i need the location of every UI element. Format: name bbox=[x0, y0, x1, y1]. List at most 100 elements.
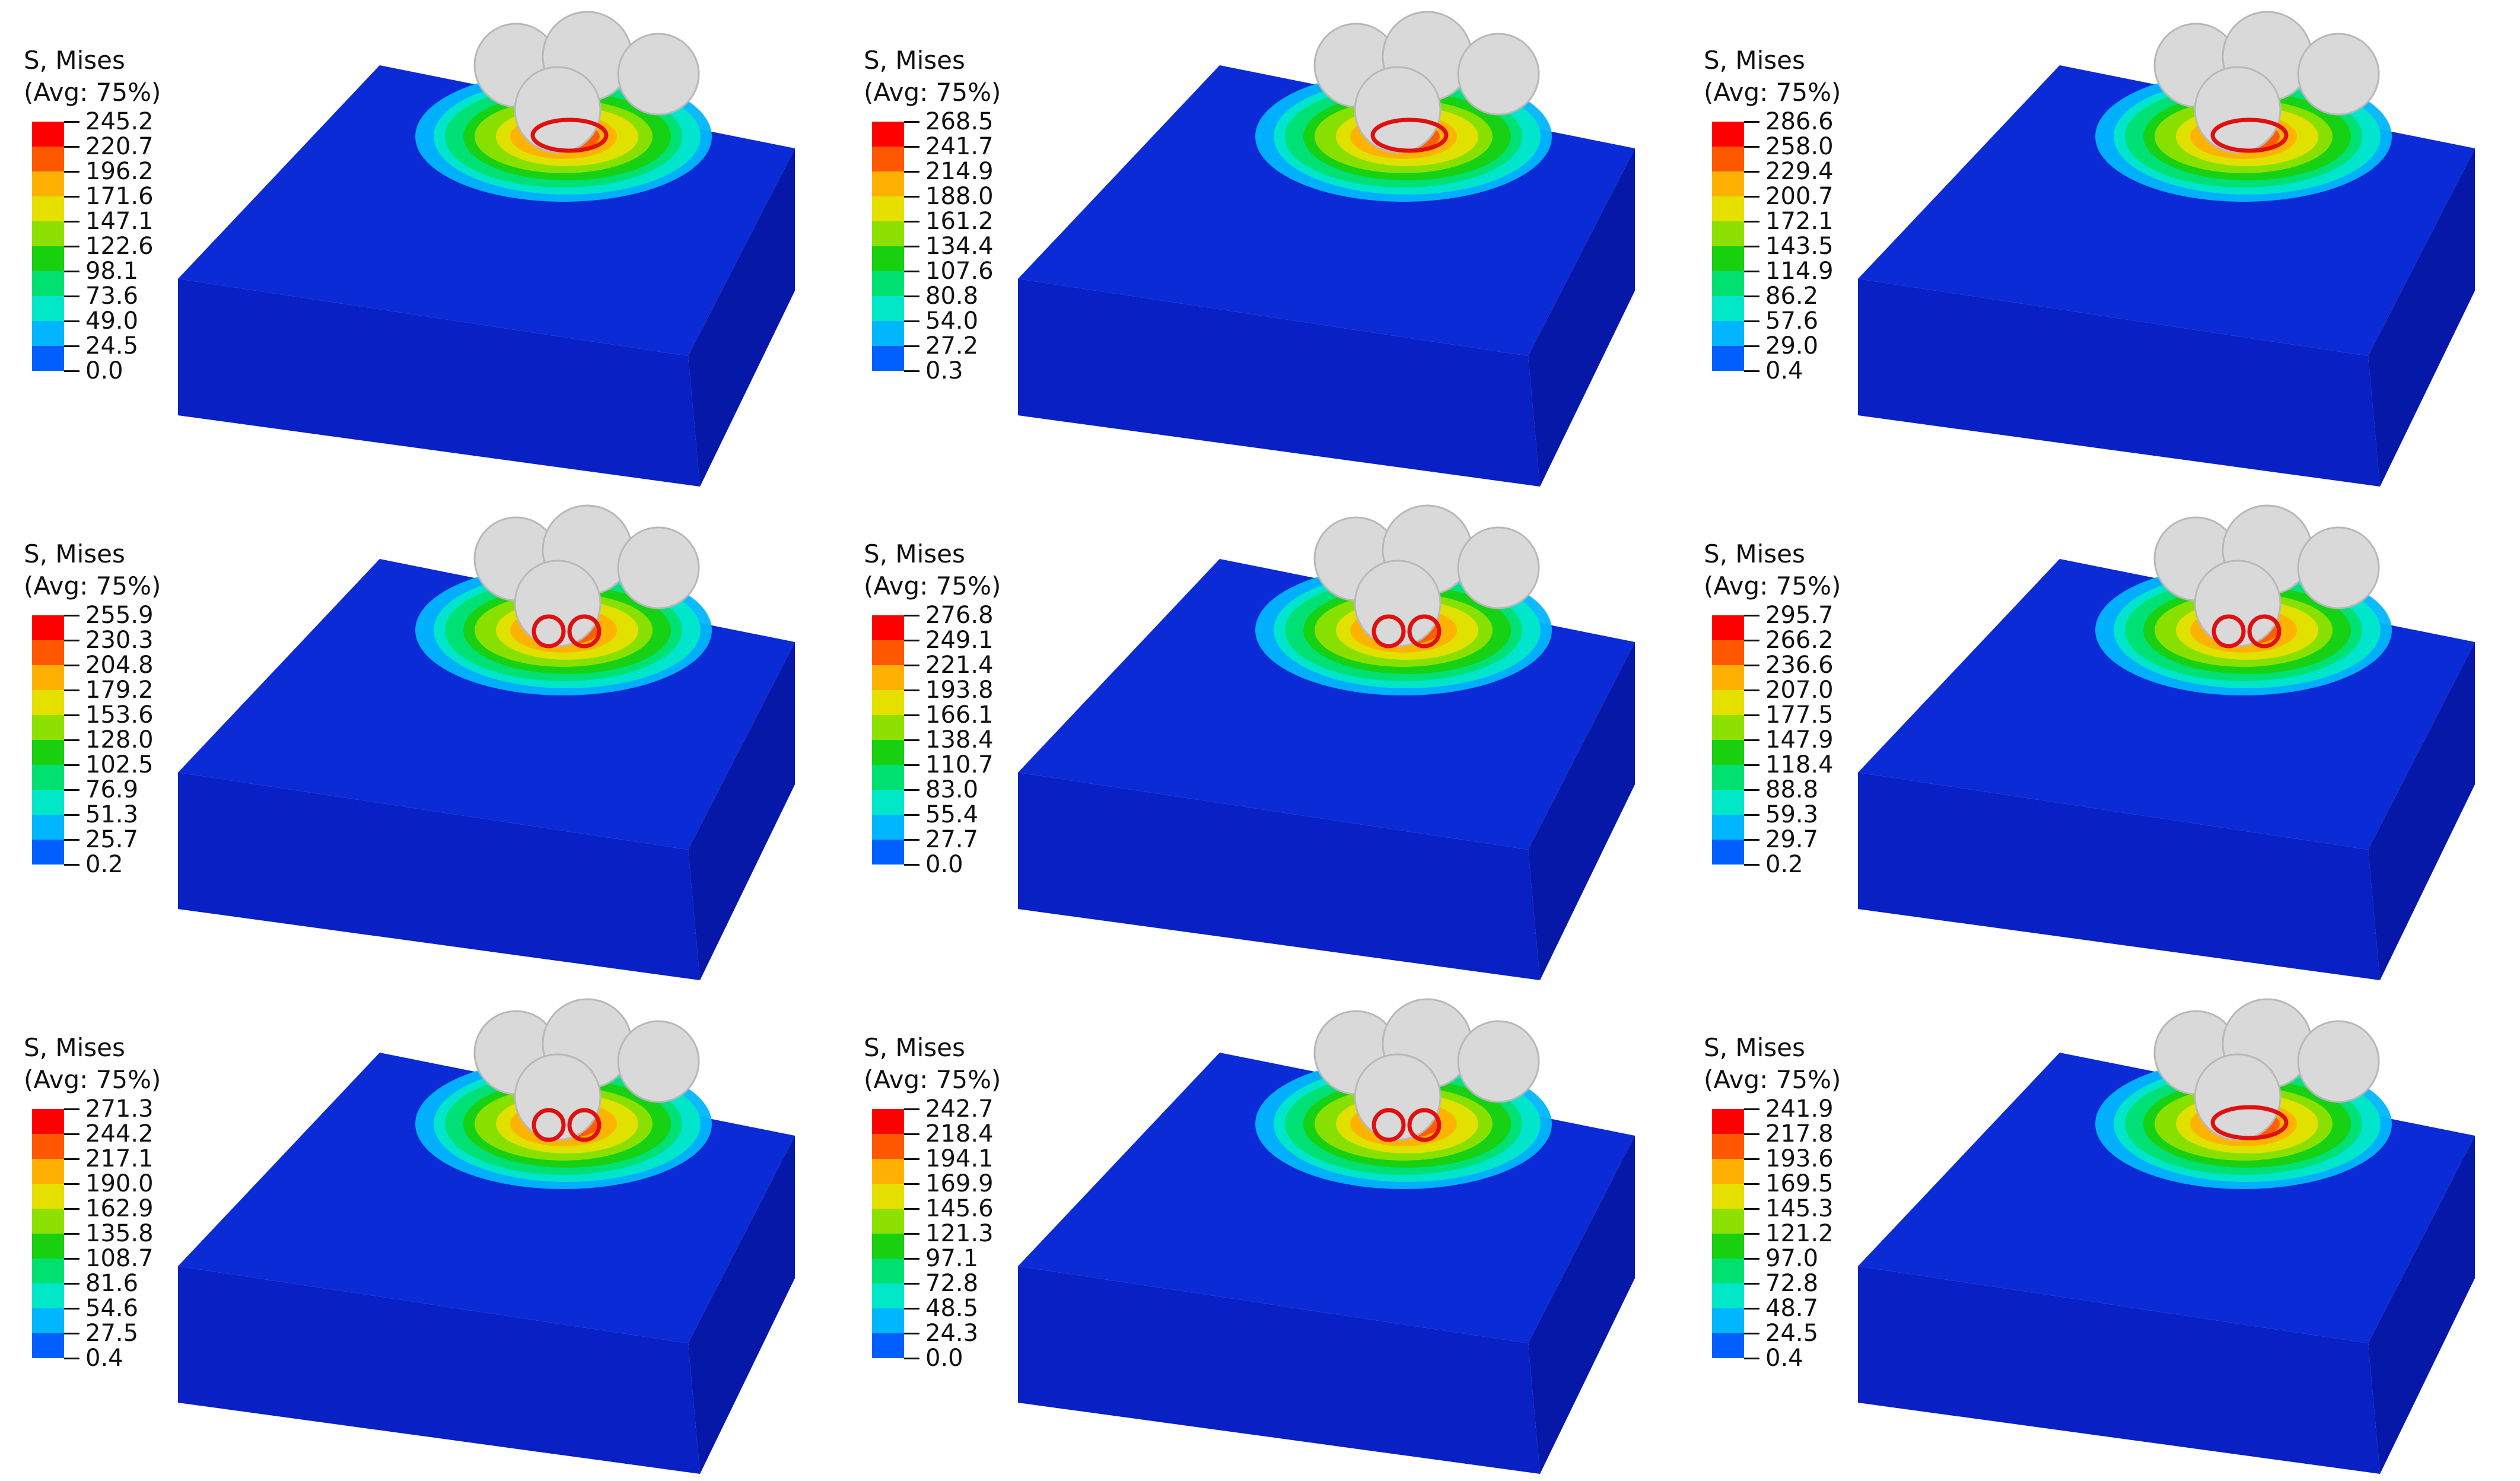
legend-tick bbox=[1744, 246, 1759, 247]
substrate-front-face bbox=[178, 1266, 700, 1474]
legend-subtitle: (Avg: 75%) bbox=[864, 571, 1001, 600]
legend-color-band bbox=[872, 1109, 904, 1134]
legend-tick bbox=[904, 1233, 919, 1235]
legend-tick bbox=[904, 764, 919, 766]
legend-value: 271.3 bbox=[85, 1095, 154, 1123]
legend-value: 153.6 bbox=[85, 701, 154, 729]
legend-tick bbox=[904, 1283, 919, 1285]
legend-tick bbox=[64, 814, 79, 816]
legend-color-band bbox=[1712, 246, 1744, 271]
substrate-right-face bbox=[2368, 642, 2475, 980]
legend-color-band bbox=[872, 1184, 904, 1209]
legend-color-band bbox=[1712, 1283, 1744, 1308]
legend-color-band bbox=[1712, 1109, 1744, 1134]
roller-sphere bbox=[2297, 1020, 2380, 1103]
legend-color-band bbox=[32, 815, 64, 840]
legend-tick bbox=[1744, 739, 1759, 741]
legend-value: 80.8 bbox=[925, 282, 979, 310]
contact-marker bbox=[530, 117, 609, 153]
legend-color-band bbox=[872, 765, 904, 790]
substrate-right-face bbox=[2368, 148, 2475, 487]
legend-scale: 276.8 249.1 221.4 193.8 166.1 138.4 110.7 83.0 5… bbox=[864, 602, 1054, 878]
legend-tick bbox=[904, 345, 919, 347]
legend-tick bbox=[64, 171, 79, 173]
legend-color-band bbox=[32, 147, 64, 171]
substrate-front-face bbox=[178, 279, 700, 487]
legend-value: 97.0 bbox=[1765, 1245, 1819, 1272]
legend-tick bbox=[64, 1333, 79, 1334]
legend-tick bbox=[1744, 615, 1759, 616]
legend-tick bbox=[64, 689, 79, 691]
legend-value: 236.6 bbox=[1765, 651, 1834, 679]
legend-value: 220.7 bbox=[85, 133, 154, 160]
contact-marker bbox=[567, 1108, 602, 1142]
legend-tick bbox=[1744, 1208, 1759, 1210]
roller-sphere bbox=[514, 1053, 602, 1141]
legend-color-band bbox=[1712, 147, 1744, 171]
legend-value: 196.2 bbox=[85, 158, 154, 185]
legend-value: 143.5 bbox=[1765, 233, 1834, 260]
legend-value: 193.6 bbox=[1765, 1145, 1834, 1172]
legend-color-band bbox=[872, 1308, 904, 1333]
legend-value: 276.8 bbox=[925, 602, 994, 629]
legend-tick bbox=[904, 370, 919, 372]
roller-sphere bbox=[514, 66, 602, 154]
stress-legend: S, Mises (Avg: 75%) 276.8 249.1 221.4 193.8 16… bbox=[864, 538, 1054, 878]
legend-tick bbox=[1744, 146, 1759, 148]
legend-value: 0.2 bbox=[85, 851, 123, 878]
contour-panel-8: S, Mises (Avg: 75%) 242.7 218.4 194.1 169.9 14… bbox=[840, 987, 1680, 1481]
legend-value: 110.7 bbox=[925, 751, 994, 778]
legend-value: 169.9 bbox=[925, 1170, 994, 1197]
legend-tick bbox=[1744, 121, 1759, 123]
legend-value: 0.0 bbox=[925, 851, 963, 878]
legend-value: 108.7 bbox=[85, 1245, 154, 1272]
contour-panel-9: S, Mises (Avg: 75%) 241.9 217.8 193.6 169.5 14… bbox=[1680, 987, 2520, 1481]
legend-tick bbox=[904, 615, 919, 616]
legend-tick bbox=[904, 1183, 919, 1185]
substrate-front-face bbox=[1858, 1266, 2380, 1474]
legend-value: 118.4 bbox=[1765, 751, 1834, 778]
legend-color-band bbox=[1712, 815, 1744, 840]
roller-sphere bbox=[1457, 526, 1540, 609]
legend-tick bbox=[1744, 171, 1759, 173]
legend-value: 241.9 bbox=[1765, 1095, 1834, 1123]
legend-title: S, Mises bbox=[24, 539, 125, 568]
stress-legend: S, Mises (Avg: 75%) 241.9 217.8 193.6 169.5 14… bbox=[1704, 1032, 1894, 1371]
legend-value: 121.2 bbox=[1765, 1220, 1834, 1247]
roller-sphere bbox=[617, 1020, 700, 1103]
legend-value: 214.9 bbox=[925, 158, 994, 185]
legend-value: 242.7 bbox=[925, 1095, 994, 1123]
legend-tick bbox=[64, 615, 79, 616]
substrate-right-face bbox=[1528, 1136, 1635, 1474]
contact-marker bbox=[1370, 117, 1449, 153]
legend-value: 54.0 bbox=[925, 307, 979, 335]
legend-tick bbox=[1744, 1333, 1759, 1334]
legend-color-band bbox=[872, 1209, 904, 1234]
legend-tick bbox=[904, 739, 919, 741]
legend-tick bbox=[64, 665, 79, 666]
legend-color-band bbox=[872, 615, 904, 640]
legend-tick bbox=[904, 1358, 919, 1359]
contact-marker bbox=[1372, 614, 1406, 649]
legend-color-band bbox=[1712, 221, 1744, 246]
legend-value: 172.1 bbox=[1765, 208, 1834, 235]
legend-tick bbox=[1744, 714, 1759, 716]
substrate-right-face bbox=[2368, 1136, 2475, 1474]
legend-color-band bbox=[32, 640, 64, 665]
legend-value: 249.1 bbox=[925, 627, 994, 654]
legend-value: 217.1 bbox=[85, 1145, 154, 1172]
legend-tick bbox=[64, 370, 79, 372]
legend-value: 241.7 bbox=[925, 133, 994, 160]
contour-panel-2: S, Mises (Avg: 75%) 268.5 241.7 214.9 188.0 16… bbox=[840, 0, 1680, 494]
legend-color-band bbox=[872, 790, 904, 815]
substrate-model bbox=[1018, 998, 1635, 1474]
substrate-front-face bbox=[1858, 773, 2380, 980]
legend-value: 27.2 bbox=[925, 332, 979, 360]
legend-value: 169.5 bbox=[1765, 1170, 1834, 1197]
legend-tick bbox=[1744, 295, 1759, 297]
legend-value: 230.3 bbox=[85, 627, 154, 654]
legend-value: 48.5 bbox=[925, 1295, 979, 1322]
legend-value: 51.3 bbox=[85, 801, 139, 828]
legend-color-band bbox=[32, 690, 64, 715]
legend-color-band bbox=[1712, 690, 1744, 715]
